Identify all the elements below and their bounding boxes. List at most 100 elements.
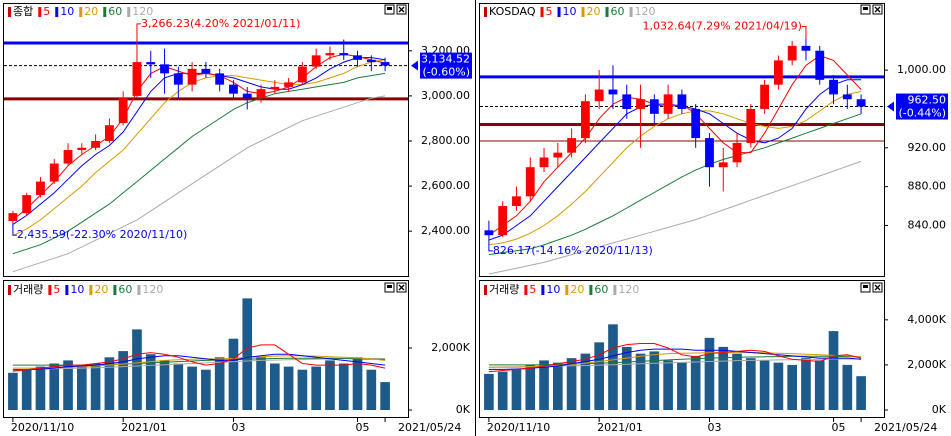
candle-body [36, 181, 45, 196]
legend-swatch [103, 7, 107, 17]
legend-swatch [540, 7, 544, 17]
legend-swatch [89, 285, 93, 295]
candle-body [91, 141, 101, 148]
legend-swatch [38, 7, 42, 17]
volume-frame [3, 280, 409, 418]
annotation: 826.17(-14.16% 2020/11/13) [493, 244, 653, 257]
moving-average [488, 55, 862, 236]
volume-bar [814, 360, 825, 410]
last-price-label: 962.50 [908, 94, 947, 107]
legend-swatch [8, 7, 11, 17]
legend-swatch [137, 285, 141, 295]
volume-bar [63, 360, 73, 410]
moving-average [488, 160, 862, 275]
volume-bar [352, 357, 363, 410]
candle-body [284, 82, 294, 87]
moving-average [12, 53, 386, 221]
candle-body [787, 45, 797, 61]
volume-bar [539, 360, 549, 410]
candle-body [49, 163, 59, 182]
legend-item: 120 [132, 5, 153, 18]
legend-swatch [79, 7, 83, 17]
annotation-leader [12, 223, 17, 236]
legend-item: 5 [546, 5, 553, 18]
candle-body [594, 89, 604, 102]
candle-body [256, 89, 266, 99]
volume-bar [787, 364, 798, 410]
candle-body [512, 196, 521, 207]
y-tick-label: 840.00 [908, 218, 947, 231]
candle-body [270, 86, 280, 90]
legend-item: 20 [84, 5, 98, 18]
candle-body [339, 53, 349, 56]
volume-bar [21, 369, 32, 410]
close-icon [398, 284, 405, 291]
legend-swatch [65, 285, 69, 295]
legend-swatch [55, 7, 59, 17]
x-tick-label: 2021/05/24 [874, 421, 937, 434]
volume-frame [479, 280, 885, 418]
volume-moving-average [12, 355, 386, 369]
y-tick-label: 2,600.00 [421, 179, 470, 192]
volume-bar [511, 369, 522, 410]
volume-bar [90, 363, 101, 410]
candle-body [325, 53, 335, 56]
x-tick-label: 2020/11/10 [11, 421, 74, 434]
legend-title: KOSDAQ [489, 5, 536, 18]
candle-body [297, 66, 307, 83]
volume-bar [773, 362, 784, 410]
legend-swatch [484, 285, 487, 295]
legend-swatch [613, 285, 617, 295]
candle-body [311, 55, 321, 67]
legend-swatch [557, 7, 561, 17]
legend-item: 20 [570, 283, 584, 296]
volume-bar [214, 357, 225, 410]
volume-bar [842, 364, 853, 410]
candle-body [649, 99, 659, 114]
volume-bar [256, 357, 266, 410]
volume-bar [732, 353, 742, 410]
candle-body [63, 150, 73, 164]
candle-body [132, 62, 142, 96]
volume-bar [201, 369, 211, 410]
candle-body [829, 79, 838, 95]
maximize-inner [387, 7, 392, 10]
volume-moving-average [488, 348, 862, 370]
y-tick-label: 1,000.00 [897, 63, 946, 76]
volume-bar [338, 363, 349, 410]
annotation: 1,032.64(7.29% 2021/04/19) [643, 19, 802, 32]
legend-swatch [589, 285, 593, 295]
volume-bar [704, 337, 715, 410]
legend-swatch [113, 285, 117, 295]
volume-bar [269, 363, 280, 410]
candle-body [856, 99, 866, 107]
candle-body [366, 59, 376, 63]
legend-title: 거래량 [13, 283, 43, 296]
volume-bar [380, 382, 390, 410]
candle-body [705, 138, 714, 168]
candle-body [553, 152, 563, 158]
candle-body [187, 68, 197, 85]
volume-bar [187, 366, 197, 410]
y-tick-label: 0K [456, 403, 471, 416]
candle-body [636, 99, 645, 109]
annotation-leader [136, 23, 141, 36]
legend-item: 120 [142, 283, 163, 296]
legend-item: 10 [563, 5, 577, 18]
legend-swatch [581, 7, 585, 17]
y-tick-label: 3,000.00 [421, 89, 470, 102]
legend-swatch [48, 285, 52, 295]
candle-body [173, 73, 183, 85]
volume-moving-average [488, 351, 862, 368]
candle-body [567, 138, 577, 153]
legend-title: 거래량 [489, 283, 519, 296]
legend-item: 10 [60, 5, 74, 18]
candle-body [801, 45, 811, 51]
annotation-leader [488, 238, 493, 252]
candle-body [104, 125, 114, 141]
volume-bar [690, 355, 701, 410]
legend-swatch [8, 285, 11, 295]
candle-body [663, 94, 673, 114]
volume-bar [311, 366, 322, 410]
